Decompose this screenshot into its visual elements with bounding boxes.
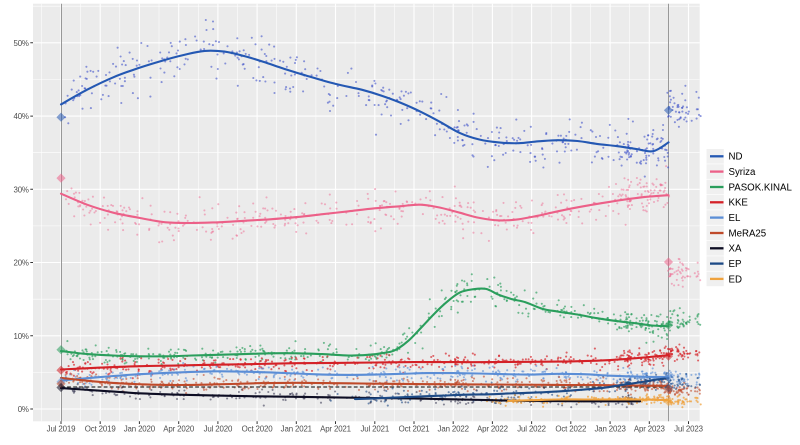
svg-text:40%: 40% xyxy=(13,112,28,121)
svg-text:Oct 2019: Oct 2019 xyxy=(85,425,117,434)
svg-text:EP: EP xyxy=(729,259,742,270)
svg-text:PASOK.KINAL: PASOK.KINAL xyxy=(729,182,793,193)
svg-text:Jan 2021: Jan 2021 xyxy=(281,425,312,434)
svg-text:Syriza: Syriza xyxy=(729,167,757,178)
svg-text:Oct 2022: Oct 2022 xyxy=(555,425,586,434)
svg-text:Apr 2020: Apr 2020 xyxy=(163,425,195,434)
svg-text:Jul 2021: Jul 2021 xyxy=(360,425,389,434)
svg-text:Oct 2020: Oct 2020 xyxy=(242,425,274,434)
svg-text:20%: 20% xyxy=(13,259,28,268)
svg-text:10%: 10% xyxy=(13,332,28,341)
svg-text:Jan 2020: Jan 2020 xyxy=(124,425,156,434)
svg-text:ND: ND xyxy=(729,152,743,163)
svg-text:ED: ED xyxy=(729,274,742,285)
svg-text:Jul 2019: Jul 2019 xyxy=(47,425,76,434)
svg-text:EL: EL xyxy=(729,213,741,224)
svg-text:0%: 0% xyxy=(18,405,29,414)
svg-text:KKE: KKE xyxy=(729,198,749,209)
svg-text:Oct 2021: Oct 2021 xyxy=(399,425,430,434)
svg-text:50%: 50% xyxy=(13,39,28,48)
svg-text:Jul 2022: Jul 2022 xyxy=(517,425,546,434)
svg-text:Apr 2021: Apr 2021 xyxy=(320,425,351,434)
svg-text:MeRA25: MeRA25 xyxy=(729,228,767,239)
svg-text:Apr 2022: Apr 2022 xyxy=(477,425,508,434)
svg-text:Jul 2023: Jul 2023 xyxy=(674,425,703,434)
svg-text:Jan 2023: Jan 2023 xyxy=(594,425,626,434)
svg-text:Jul 2020: Jul 2020 xyxy=(204,425,233,434)
svg-text:XA: XA xyxy=(729,244,742,255)
svg-text:30%: 30% xyxy=(13,185,28,194)
svg-text:Jan 2022: Jan 2022 xyxy=(438,425,469,434)
svg-text:Apr 2023: Apr 2023 xyxy=(634,425,666,434)
